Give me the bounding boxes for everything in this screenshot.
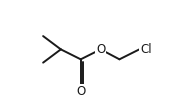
Text: O: O: [76, 85, 85, 98]
Text: O: O: [96, 43, 105, 56]
Text: Cl: Cl: [140, 43, 152, 56]
